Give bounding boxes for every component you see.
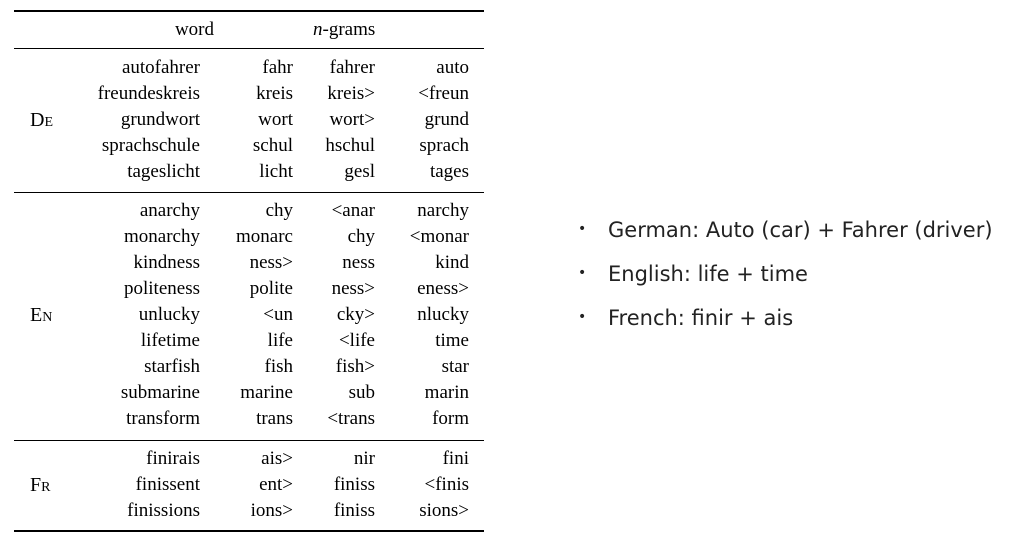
ngram-cell: grund — [424, 109, 469, 130]
ngram-cell: fahrer — [329, 57, 375, 78]
ngram-cell: wort — [258, 109, 293, 130]
word-cell: transform — [126, 408, 200, 429]
ngram-cell: trans — [256, 408, 293, 429]
word-cell: grundwort — [120, 109, 200, 130]
ngram-cell: ness> — [331, 278, 375, 299]
word-cell: politeness — [124, 278, 200, 299]
ngram-cell: polite — [249, 278, 293, 299]
word-cell: sprachschule — [101, 135, 200, 156]
ngram-cell: nir — [353, 448, 375, 469]
word-cell: finissent — [135, 474, 200, 495]
ngram-cell: <trans — [327, 408, 375, 429]
ngram-cell: finiss — [333, 500, 375, 521]
ngram-cell: nlucky — [417, 304, 469, 325]
ngram-cell: wort> — [329, 109, 375, 130]
ngram-cell: gesl — [344, 161, 375, 182]
ngram-cell: ness> — [249, 252, 293, 273]
ngram-cell: <life — [338, 330, 375, 351]
word-cell: tageslicht — [127, 161, 200, 182]
ngram-cell: kind — [435, 252, 469, 273]
bullet-dot-icon: • — [578, 221, 587, 237]
ngram-cell: ais> — [261, 448, 293, 469]
ngram-cell: tages — [429, 161, 469, 182]
word-cell: kindness — [133, 252, 201, 273]
ngram-cell: fini — [442, 448, 469, 469]
ngram-cell: licht — [259, 161, 293, 182]
ngram-cell: fish — [264, 356, 294, 377]
group-rule — [14, 440, 484, 441]
ngram-cell: <finis — [424, 474, 470, 495]
word-cell: monarchy — [124, 226, 200, 247]
ngram-cell: chy — [347, 226, 375, 247]
ngram-cell: <anar — [331, 200, 375, 221]
ngram-cell: ent> — [259, 474, 293, 495]
language-label: En — [30, 304, 53, 326]
ngram-cell: marin — [424, 382, 469, 403]
bullet-item: • English: life + time — [578, 262, 808, 286]
ngram-cell: chy — [265, 200, 293, 221]
word-cell: unlucky — [138, 304, 200, 325]
header-ngram-suffix: -grams — [322, 19, 376, 40]
bullet-item: • French: finir + ais — [578, 306, 793, 330]
word-cell: starfish — [144, 356, 200, 377]
bullet-text: English: life + time — [608, 262, 808, 286]
ngram-cell: hschul — [325, 135, 375, 156]
bullet-dot-icon: • — [578, 309, 587, 325]
ngram-cell: narchy — [417, 200, 469, 221]
bullet-dot-icon: • — [578, 265, 587, 281]
ngram-cell: auto — [436, 57, 469, 78]
word-cell: submarine — [120, 382, 200, 403]
header-ngram-var: n — [313, 19, 323, 40]
ngram-cell: sub — [348, 382, 375, 403]
ngram-cell: finiss — [333, 474, 375, 495]
header-rule — [14, 48, 484, 49]
table-bottom-rule — [14, 530, 484, 532]
ngram-cell: marine — [240, 382, 293, 403]
word-cell: lifetime — [140, 330, 200, 351]
group-rule — [14, 192, 484, 193]
ngram-cell: kreis> — [327, 83, 375, 104]
ngram-cell: <un — [263, 304, 293, 325]
ngram-cell: ness — [342, 252, 375, 273]
word-cell: autofahrer — [121, 57, 200, 78]
word-cell: freundeskreis — [97, 83, 200, 104]
ngram-cell: eness> — [417, 278, 469, 299]
ngram-cell: time — [435, 330, 469, 351]
ngram-cell: cky> — [336, 304, 375, 325]
ngram-table: word n-grams De autofahrer fahr fahrer auto f… — [14, 0, 484, 544]
ngram-cell: monarc — [236, 226, 293, 247]
header-ngrams: n-grams — [313, 20, 375, 40]
ngram-cell: <monar — [409, 226, 469, 247]
ngram-cell: fish> — [335, 356, 375, 377]
language-label: Fr — [30, 474, 51, 496]
ngram-cell: star — [441, 356, 469, 377]
language-label: De — [30, 109, 53, 131]
word-cell: anarchy — [139, 200, 200, 221]
word-cell: finirais — [146, 448, 200, 469]
ngram-cell: ions> — [250, 500, 293, 521]
ngram-cell: sions> — [419, 500, 469, 521]
ngram-cell: schul — [252, 135, 293, 156]
bullet-item: • German: Auto (car) + Fahrer (driver) — [578, 218, 993, 242]
ngram-cell: sprach — [419, 135, 469, 156]
ngram-cell: kreis — [256, 83, 293, 104]
ngram-cell: fahr — [262, 57, 293, 78]
word-cell: finissions — [127, 500, 200, 521]
ngram-cell: form — [432, 408, 469, 429]
bullet-text: German: Auto (car) + Fahrer (driver) — [608, 218, 993, 242]
table-top-rule — [14, 10, 484, 12]
bullet-text: French: finir + ais — [608, 306, 794, 330]
ngram-cell: <freun — [418, 83, 469, 104]
header-word: word — [174, 19, 214, 40]
ngram-cell: life — [267, 330, 293, 351]
